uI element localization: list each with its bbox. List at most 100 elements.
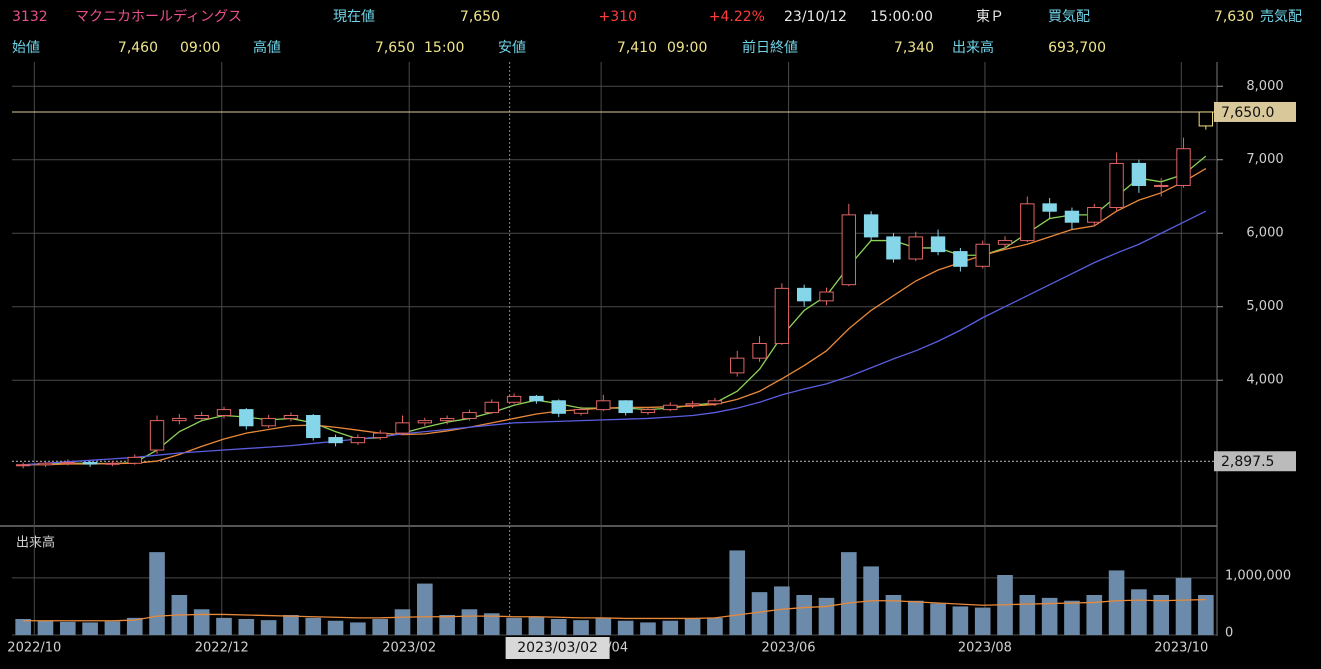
y-tick-label: 7,000 bbox=[1246, 152, 1283, 167]
candle-body bbox=[551, 400, 566, 414]
volume-bar bbox=[930, 603, 946, 635]
candle-body bbox=[194, 414, 209, 419]
candle-body bbox=[239, 409, 254, 427]
volume-bar bbox=[1086, 595, 1103, 635]
candle-body bbox=[216, 409, 232, 416]
volume-bar bbox=[104, 621, 121, 635]
volume-bar bbox=[885, 595, 902, 635]
candle-body bbox=[573, 409, 589, 414]
volume-bar bbox=[774, 586, 790, 635]
candle-body bbox=[997, 240, 1013, 245]
volume-bar bbox=[216, 617, 232, 635]
code: 3132 bbox=[12, 9, 48, 25]
volume-bar bbox=[528, 616, 545, 635]
candle-body bbox=[439, 417, 455, 422]
candle-body bbox=[640, 409, 656, 414]
candle-body bbox=[774, 287, 790, 344]
y-tick-label: 0 bbox=[1225, 626, 1233, 641]
label: 現在値 bbox=[333, 9, 375, 25]
candle-body bbox=[1176, 148, 1191, 186]
time: 15:00 bbox=[424, 40, 464, 56]
volume-bar bbox=[506, 617, 522, 635]
candle-body bbox=[752, 342, 767, 359]
volume-bar bbox=[417, 583, 433, 635]
volume-bar bbox=[550, 619, 567, 635]
volume-bar bbox=[238, 619, 255, 635]
market: 東Ｐ bbox=[976, 9, 1004, 25]
candle-body bbox=[908, 236, 923, 260]
candle-body bbox=[172, 417, 187, 422]
candle-body bbox=[819, 291, 834, 302]
candle-body bbox=[1042, 203, 1057, 212]
label: 高値 bbox=[253, 39, 281, 56]
volume-bar bbox=[37, 620, 54, 635]
candle-body bbox=[82, 462, 98, 465]
volume-bar bbox=[350, 622, 366, 635]
volume-bar bbox=[327, 620, 344, 635]
candle-body bbox=[1154, 184, 1169, 187]
candle-body bbox=[886, 236, 901, 260]
candle-body bbox=[60, 462, 75, 465]
volume-title: 出来高 bbox=[16, 535, 55, 551]
candle-body bbox=[863, 214, 879, 238]
candle-body bbox=[105, 462, 120, 465]
volume-ma-line bbox=[23, 598, 1206, 622]
volume-bar bbox=[952, 606, 969, 635]
cursor-label: 2023/03/02 bbox=[517, 640, 598, 656]
value: 7,650 bbox=[375, 40, 415, 56]
time: 15:00:00 bbox=[870, 9, 933, 25]
x-tick-label: 2022/10 bbox=[7, 641, 61, 656]
y-tick-label: 1,000,000 bbox=[1225, 568, 1291, 583]
value: 7,460 bbox=[118, 40, 158, 56]
volume-bar bbox=[149, 552, 165, 635]
volume-bar bbox=[662, 620, 679, 635]
value: 693,700 bbox=[1048, 40, 1106, 56]
candle-body bbox=[15, 464, 31, 467]
marker-label: 2,897.5 bbox=[1221, 454, 1274, 470]
ma-line bbox=[23, 210, 1207, 466]
volume-bar bbox=[684, 619, 701, 635]
volume-bar bbox=[729, 550, 746, 635]
x-tick-label: 2022/12 bbox=[195, 641, 249, 656]
candle-body bbox=[841, 214, 856, 286]
x-tick-label: 2023/10 bbox=[1154, 641, 1208, 656]
volume-bar bbox=[840, 552, 857, 635]
volume-bar bbox=[1064, 600, 1080, 635]
label: 買気配 bbox=[1048, 9, 1090, 25]
cursor-box bbox=[505, 637, 610, 659]
candle-body bbox=[930, 236, 946, 253]
date: 23/10/12 bbox=[784, 9, 847, 25]
candle-body bbox=[417, 420, 433, 424]
y-tick-label: 8,000 bbox=[1246, 79, 1283, 94]
label: 始値 bbox=[12, 40, 40, 56]
candle-body bbox=[1109, 162, 1124, 209]
value: 7,410 bbox=[617, 40, 657, 56]
volume-bar bbox=[573, 620, 589, 635]
volume-bar bbox=[483, 613, 500, 635]
marker-label: 7,650.0 bbox=[1221, 105, 1274, 121]
candle-body bbox=[618, 400, 633, 414]
candle-body bbox=[1064, 210, 1080, 223]
candle-body bbox=[1020, 203, 1035, 242]
volume-bar bbox=[818, 597, 835, 635]
marker-box bbox=[1214, 451, 1296, 472]
candle-body bbox=[730, 357, 745, 374]
candle-body bbox=[484, 401, 499, 414]
label: 前日終値 bbox=[742, 39, 798, 56]
volume-bar bbox=[461, 609, 478, 635]
candle-body bbox=[350, 437, 366, 444]
y-tick-label: 5,000 bbox=[1246, 299, 1283, 314]
volume-bar bbox=[394, 609, 411, 635]
candle-body bbox=[707, 400, 723, 405]
candle-body bbox=[328, 437, 343, 444]
volume-bar bbox=[126, 617, 143, 635]
volume-bar bbox=[1041, 597, 1058, 635]
volume-bar bbox=[15, 619, 31, 635]
y-tick-label: 4,000 bbox=[1246, 373, 1283, 388]
volume-bar bbox=[595, 617, 612, 635]
volume-bar bbox=[1019, 595, 1036, 635]
candle-body bbox=[127, 456, 142, 464]
volume-bar bbox=[1175, 577, 1192, 635]
volume-bar bbox=[439, 615, 455, 635]
